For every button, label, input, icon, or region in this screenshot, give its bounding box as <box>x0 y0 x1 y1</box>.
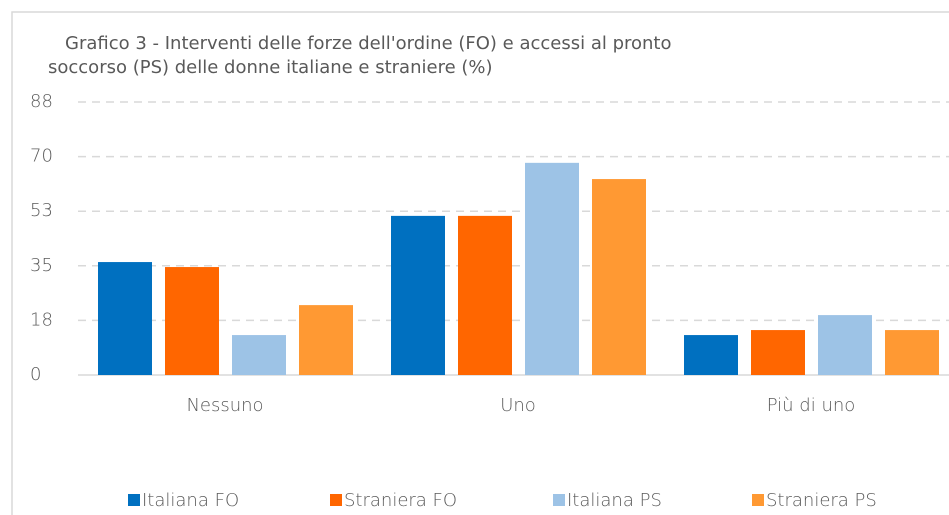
legend-label: Straniera PS <box>766 490 877 511</box>
y-tick-label: 0 <box>30 364 41 385</box>
legend-marker <box>128 494 140 506</box>
bar <box>885 330 939 375</box>
legend-marker <box>553 494 565 506</box>
legend-label: Straniera FO <box>344 490 457 511</box>
bar <box>592 179 646 375</box>
y-tick-label: 53 <box>30 200 53 221</box>
x-tick-label: Nessuno <box>186 395 263 416</box>
x-tick-label: Più di uno <box>767 395 856 416</box>
bar <box>165 267 219 375</box>
legend-marker <box>330 494 342 506</box>
y-tick-label: 35 <box>30 255 53 276</box>
legend-label: Italiana PS <box>567 490 662 511</box>
bar <box>525 162 579 375</box>
x-tick-label: Uno <box>500 395 536 416</box>
y-tick-label: 70 <box>30 146 53 167</box>
legend-label: Italiana FO <box>142 490 239 511</box>
y-tick-label: 88 <box>30 91 53 112</box>
bar <box>751 330 805 375</box>
chart-title: Grafico 3 - Interventi delle forze dell'… <box>48 33 672 78</box>
bar <box>98 262 152 375</box>
bar <box>299 305 353 375</box>
bar <box>391 215 445 375</box>
y-tick-label: 18 <box>30 309 53 330</box>
bar <box>458 215 512 375</box>
bar <box>818 315 872 375</box>
bar <box>232 335 286 375</box>
bar <box>684 335 738 375</box>
legend-marker <box>752 494 764 506</box>
